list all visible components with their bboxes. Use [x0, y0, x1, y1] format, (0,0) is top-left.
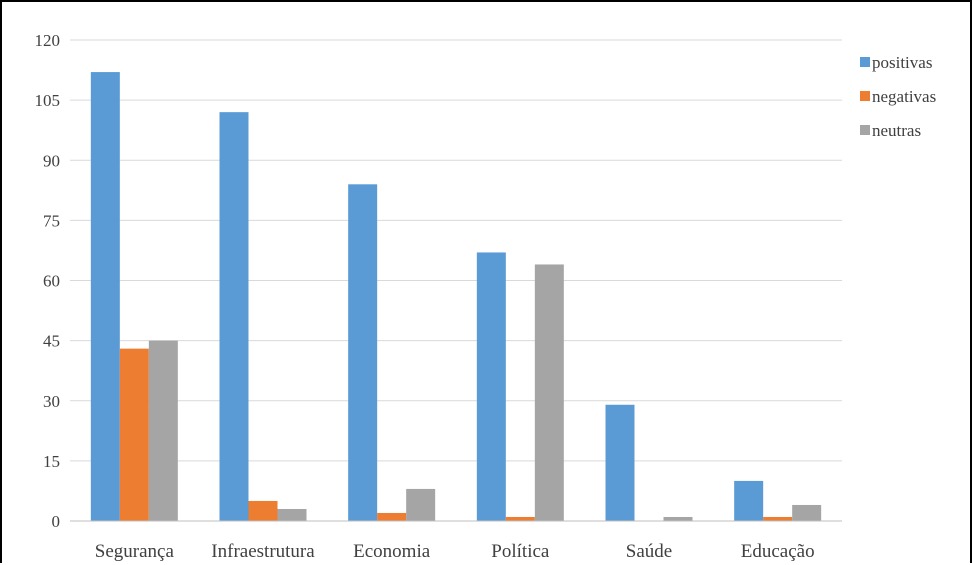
legend-label: negativas — [872, 87, 936, 106]
bar-neutras-1 — [277, 508, 307, 521]
y-tick-label: 120 — [35, 31, 61, 50]
bar-neutras-2 — [406, 488, 436, 521]
x-category-label: Segurança — [95, 541, 175, 562]
bar-positivas-0 — [90, 72, 120, 522]
y-tick-label: 30 — [43, 392, 60, 411]
y-tick-label: 45 — [43, 332, 60, 351]
bars — [90, 72, 822, 522]
y-tick-label: 60 — [43, 272, 60, 291]
legend: positivas negativas neutras — [860, 53, 936, 140]
bar-positivas-3 — [476, 252, 506, 522]
bar-positivas-1 — [219, 112, 249, 522]
bar-positivas-5 — [734, 480, 764, 521]
y-tick-label: 75 — [43, 211, 60, 230]
legend-swatch-neutras — [860, 125, 870, 135]
y-axis-tick-labels: 0 15 30 45 60 75 90 105 120 — [35, 31, 61, 531]
legend-swatch-positivas — [860, 57, 870, 67]
bar-neutras-5 — [792, 504, 822, 521]
y-tick-label: 90 — [43, 151, 60, 170]
x-category-label: Economia — [353, 541, 431, 562]
x-category-label: Infraestrutura — [211, 541, 315, 562]
bar-neutras-4 — [663, 516, 693, 521]
y-tick-label: 105 — [35, 91, 61, 110]
bar-negativas-0 — [119, 348, 149, 521]
x-axis-category-labels: Segurança Infraestrutura Economia Política S… — [95, 541, 815, 562]
legend-swatch-negativas — [860, 91, 870, 101]
x-category-label: Saúde — [626, 541, 672, 562]
y-tick-label: 15 — [43, 452, 60, 471]
x-category-label: Política — [491, 541, 550, 562]
x-category-label: Educação — [741, 541, 815, 562]
y-tick-label: 0 — [52, 512, 61, 531]
bar-neutras-0 — [148, 340, 178, 521]
gridlines — [70, 39, 842, 462]
bar-negativas-2 — [377, 512, 407, 521]
legend-label: positivas — [872, 53, 932, 72]
bar-negativas-3 — [505, 516, 535, 521]
bar-negativas-5 — [763, 516, 793, 521]
bar-positivas-4 — [605, 404, 635, 521]
bar-negativas-1 — [248, 500, 278, 521]
legend-label: neutras — [872, 121, 921, 140]
bar-neutras-3 — [534, 264, 564, 521]
bar-positivas-2 — [348, 184, 378, 522]
